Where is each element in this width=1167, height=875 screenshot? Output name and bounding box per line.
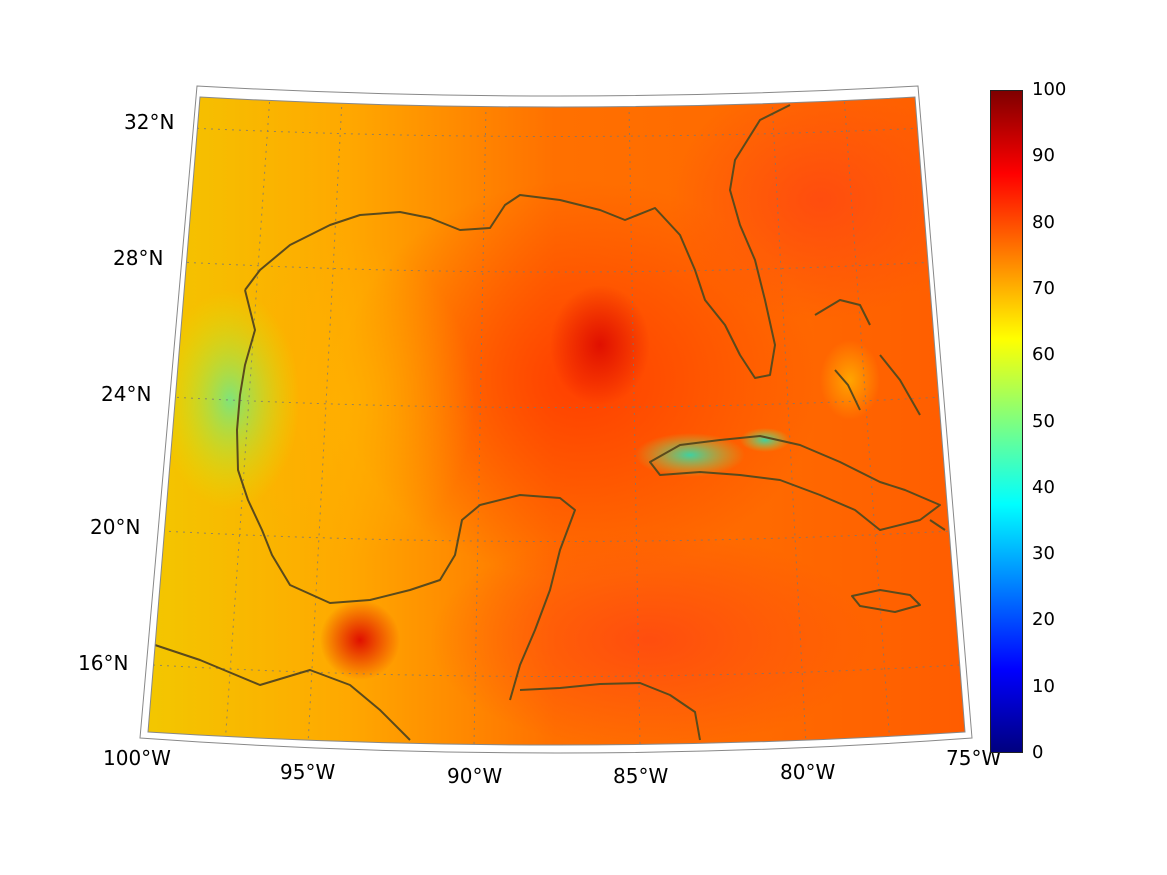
colorbar-tick-label: 30 xyxy=(1032,543,1055,565)
jamaica xyxy=(851,589,921,613)
colorbar-tick-label: 80 xyxy=(1032,211,1055,233)
map-frame xyxy=(147,96,966,746)
colorbar-tick-label: 90 xyxy=(1032,145,1055,167)
lat-label-20n: 20°N xyxy=(90,515,141,539)
data-field xyxy=(148,97,965,745)
map-frame-outer xyxy=(139,85,973,754)
lat-label-16n: 16°N xyxy=(78,651,129,675)
colorbar-tick-label: 100 xyxy=(1032,79,1067,100)
gulf-coast xyxy=(244,104,791,379)
colorbar-tick-label: 40 xyxy=(1032,476,1055,498)
graticule xyxy=(152,97,961,745)
colorbar xyxy=(990,90,1023,753)
mexico-coast xyxy=(236,289,576,701)
lon-label-95w: 95°W xyxy=(280,760,336,784)
lat-label-32n: 32°N xyxy=(124,110,175,134)
lon-label-85w: 85°W xyxy=(613,764,669,788)
bahamas xyxy=(814,299,921,416)
colorbar-tick-label: 10 xyxy=(1032,675,1055,697)
lon-label-100w: 100°W xyxy=(103,746,171,770)
colorbar-tick-label: 60 xyxy=(1032,344,1055,366)
lon-label-75w: 75°W xyxy=(946,746,1002,770)
colorbar-tick-label: 50 xyxy=(1032,410,1055,432)
lon-label-80w: 80°W xyxy=(780,760,836,784)
colorbar-tick-label: 0 xyxy=(1032,742,1044,763)
lat-label-24n: 24°N xyxy=(101,382,152,406)
cuba xyxy=(649,435,941,531)
lon-label-90w: 90°W xyxy=(447,764,503,788)
coastlines xyxy=(154,104,946,741)
hispaniola xyxy=(929,519,946,531)
honduras-coast xyxy=(519,682,701,741)
colorbar-tick-label: 20 xyxy=(1032,609,1055,631)
colorbar-tick-label: 70 xyxy=(1032,277,1055,299)
lat-label-28n: 28°N xyxy=(113,246,164,270)
central-america xyxy=(154,644,411,741)
